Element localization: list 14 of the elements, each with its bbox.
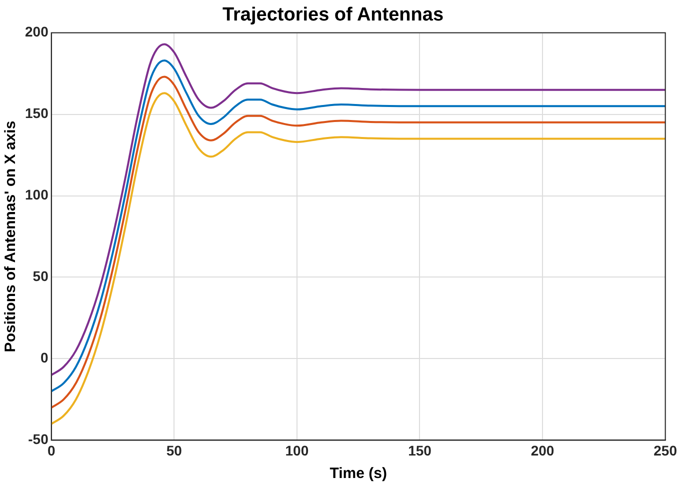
x-tick-label: 100 [285,442,309,458]
y-tick-label: 150 [25,105,49,122]
y-tick-label: -50 [28,431,49,448]
x-tick-label: 50 [166,442,182,458]
x-tick-label: 200 [530,442,554,458]
y-tick-label: 0 [40,350,49,366]
y-tick-label: 100 [25,186,49,203]
y-tick-label: 50 [32,268,49,284]
y-tick-label: 200 [25,24,49,40]
chart-title: Trajectories of Antennas [222,4,444,26]
x-axis-title: Time (s) [330,465,387,482]
x-tick-label: 250 [654,442,678,458]
y-axis-title: Positions of Antennas' on X axis [2,120,20,352]
x-tick-label: 150 [408,442,432,458]
